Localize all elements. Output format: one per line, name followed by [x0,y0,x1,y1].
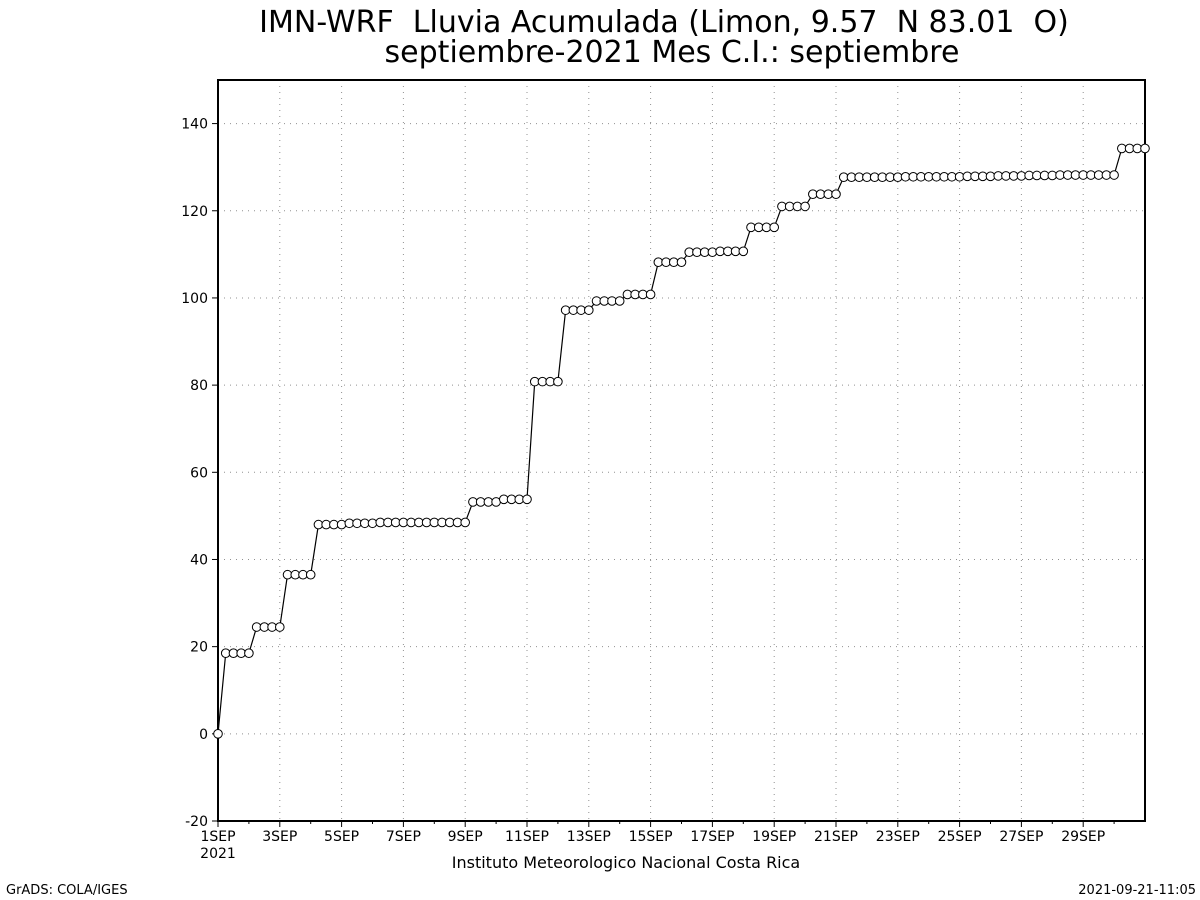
y-tick-label: -20 [185,814,208,830]
x-tick-label: 11SEP [505,829,549,845]
timestamp-label: 2021-09-21-11:05 [1078,883,1196,898]
data-point [244,648,254,658]
y-tick-label: 20 [190,640,208,656]
y-tick-label: 140 [181,117,208,133]
data-point [1109,170,1119,180]
series-rainfall [213,143,1150,739]
grid-lines [218,80,1145,821]
data-point [522,494,532,505]
x-tick-label: 25SEP [938,829,982,845]
data-point [213,729,223,739]
y-tick-label: 120 [181,204,208,220]
x-tick-label: 7SEP [386,829,421,845]
data-point [336,519,347,530]
software-credit: GrADS: COLA/IGES [6,883,128,898]
data-point [676,257,687,268]
x-axis: 1SEP 3SEP 5SEP 7SEP 9SEP 11SEP 13SEP 15SEP 17SEP… [200,821,1115,845]
y-axis: -20 0 20 40 60 80 100 120 140 [181,117,218,830]
data-point [800,201,810,212]
chart-subtitle: septiembre-2021 Mes C.I.: septiembre [385,35,960,70]
x-tick-label: 1SEP [200,829,235,845]
x-tick-label: 5SEP [324,829,359,845]
data-point [614,296,625,306]
data-point [738,246,749,257]
x-tick-label: 9SEP [448,829,483,845]
x-axis-year-label: 2021 [200,846,236,862]
y-tick-label: 0 [199,727,208,743]
x-tick-label: 23SEP [876,829,920,845]
x-tick-label: 17SEP [690,829,734,845]
institution-label: Instituto Meteorologico Nacional Costa R… [452,853,800,872]
y-tick-label: 60 [190,465,208,481]
x-tick-label: 19SEP [752,829,796,845]
data-point [1140,143,1150,154]
data-point [305,569,316,580]
series-line [217,147,1145,734]
x-tick-label: 21SEP [814,829,858,845]
y-tick-label: 80 [190,378,208,394]
data-point [584,305,594,315]
x-tick-label: 15SEP [629,829,673,845]
data-point [769,222,780,233]
x-tick-label: 13SEP [567,829,611,845]
y-tick-label: 100 [181,291,208,307]
chart-title: IMN-WRF Lluvia Acumulada (Limon, 9.57 N … [259,5,1069,40]
y-tick-label: 40 [190,552,208,568]
x-tick-label: 29SEP [1061,829,1105,845]
data-point [460,517,471,528]
x-tick-label: 27SEP [999,829,1043,845]
data-point [553,376,563,387]
data-point [645,289,656,300]
x-tick-label: 3SEP [262,829,297,845]
plot-frame [217,79,1146,822]
data-point [275,622,285,632]
data-point [831,189,841,199]
